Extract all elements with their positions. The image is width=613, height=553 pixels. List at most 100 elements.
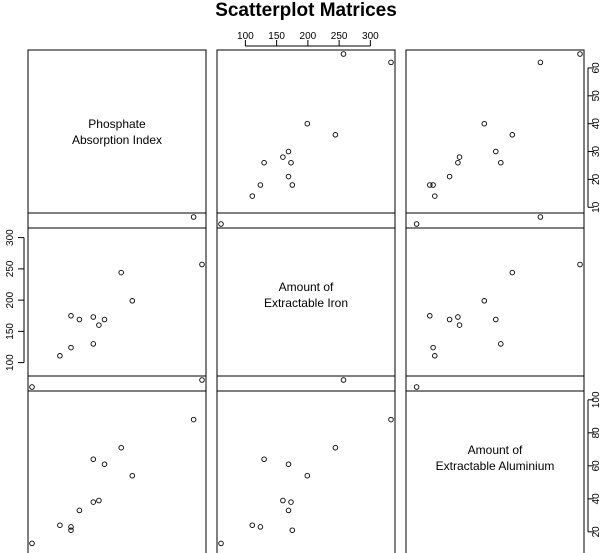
axes: 1001502002503001020304050602040608010010… [5,31,602,538]
data-point [509,269,516,276]
data-point [101,461,108,467]
data-point [68,527,74,533]
data-point [118,444,124,451]
variable-label: Phosphate [88,117,146,131]
data-point [427,182,433,188]
data-point [455,159,461,166]
data-point [257,524,264,530]
data-point [249,193,256,199]
data-point [285,507,292,514]
data-point [332,132,339,138]
tick-label: 40 [591,493,602,505]
tick-label: 200 [5,291,16,308]
panel-frame [216,49,396,229]
data-point [289,527,296,533]
data-point [190,416,197,423]
data-point [76,316,83,323]
data-point [427,313,433,319]
data-point [90,499,97,505]
tick-label: 10 [591,201,602,213]
panel-frame [405,375,585,553]
data-point [304,472,311,479]
data-point [68,313,74,319]
data-point [129,298,136,304]
x-axis-top-col2: 100 150 200 250 300 [237,31,379,47]
data-point [493,148,499,155]
data-point [57,522,63,528]
tick-label: 100 [237,31,254,42]
data-point [68,524,74,530]
panel-r1-c2 [216,49,396,229]
tick-label: 60 [591,62,602,74]
data-point [288,499,294,505]
data-point [388,59,394,66]
tick-label: 150 [268,31,285,42]
data-point [261,456,267,462]
data-point [218,221,224,227]
data-point [57,353,63,359]
data-point [340,377,347,383]
data-point [509,132,516,138]
panel-r2-c1 [27,212,207,392]
data-point [446,173,453,180]
panel-frame [27,212,207,392]
data-point [432,353,438,359]
variable-label: Amount of [279,280,334,294]
tick-label: 30 [591,146,602,158]
tick-label: 300 [5,229,16,246]
data-point [118,269,124,276]
panel-r2-c2: Amount of Extractable Iron [216,212,396,392]
data-point [332,444,339,451]
data-point [249,522,256,528]
data-point [218,540,224,547]
tick-label: 20 [591,526,602,538]
variable-label: Amount of [468,443,523,457]
y-axis-right-row3: 20 40 60 80 100 [587,391,602,538]
data-point [90,314,97,320]
data-point [537,59,544,66]
data-point [129,472,136,479]
panel-frame [27,49,207,229]
panel-frame [405,212,585,392]
panel-r3-c2 [216,375,396,553]
y-axis-left-row2: 100 150 200 250 300 [5,229,25,371]
tick-label: 20 [591,173,602,185]
data-point [432,193,438,199]
variable-label: Extractable Iron [264,296,348,310]
panel-r1-c3 [405,49,585,229]
data-point [498,341,504,347]
panel-frame [216,375,396,553]
tick-label: 250 [331,31,348,42]
data-point [199,261,205,268]
data-point [577,51,583,57]
data-point [289,182,296,188]
chart-title: Scatterplot Matrices [215,0,397,21]
tick-label: 250 [5,260,16,277]
data-point [481,120,488,127]
data-point [280,154,286,160]
data-point [96,497,102,504]
tick-label: 60 [591,460,602,472]
tick-label: 50 [591,90,602,102]
variable-label: Extractable Aluminium [436,459,555,473]
data-point [340,51,347,57]
tick-label: 200 [300,31,317,42]
data-point [430,182,436,188]
data-point [29,540,35,547]
tick-label: 150 [5,323,16,340]
data-point [481,298,488,304]
data-point [76,507,83,514]
data-point [304,120,311,127]
data-point [413,221,420,227]
data-point [456,154,463,160]
data-point [456,322,463,328]
tick-label: 80 [591,427,602,439]
data-point [493,316,499,323]
panel-r1-c1: Phosphate Absorption Index [27,49,207,229]
tick-label: 300 [362,31,379,42]
data-point [285,148,292,155]
tick-label: 40 [591,118,602,130]
data-point [537,214,544,220]
data-point [68,344,74,351]
